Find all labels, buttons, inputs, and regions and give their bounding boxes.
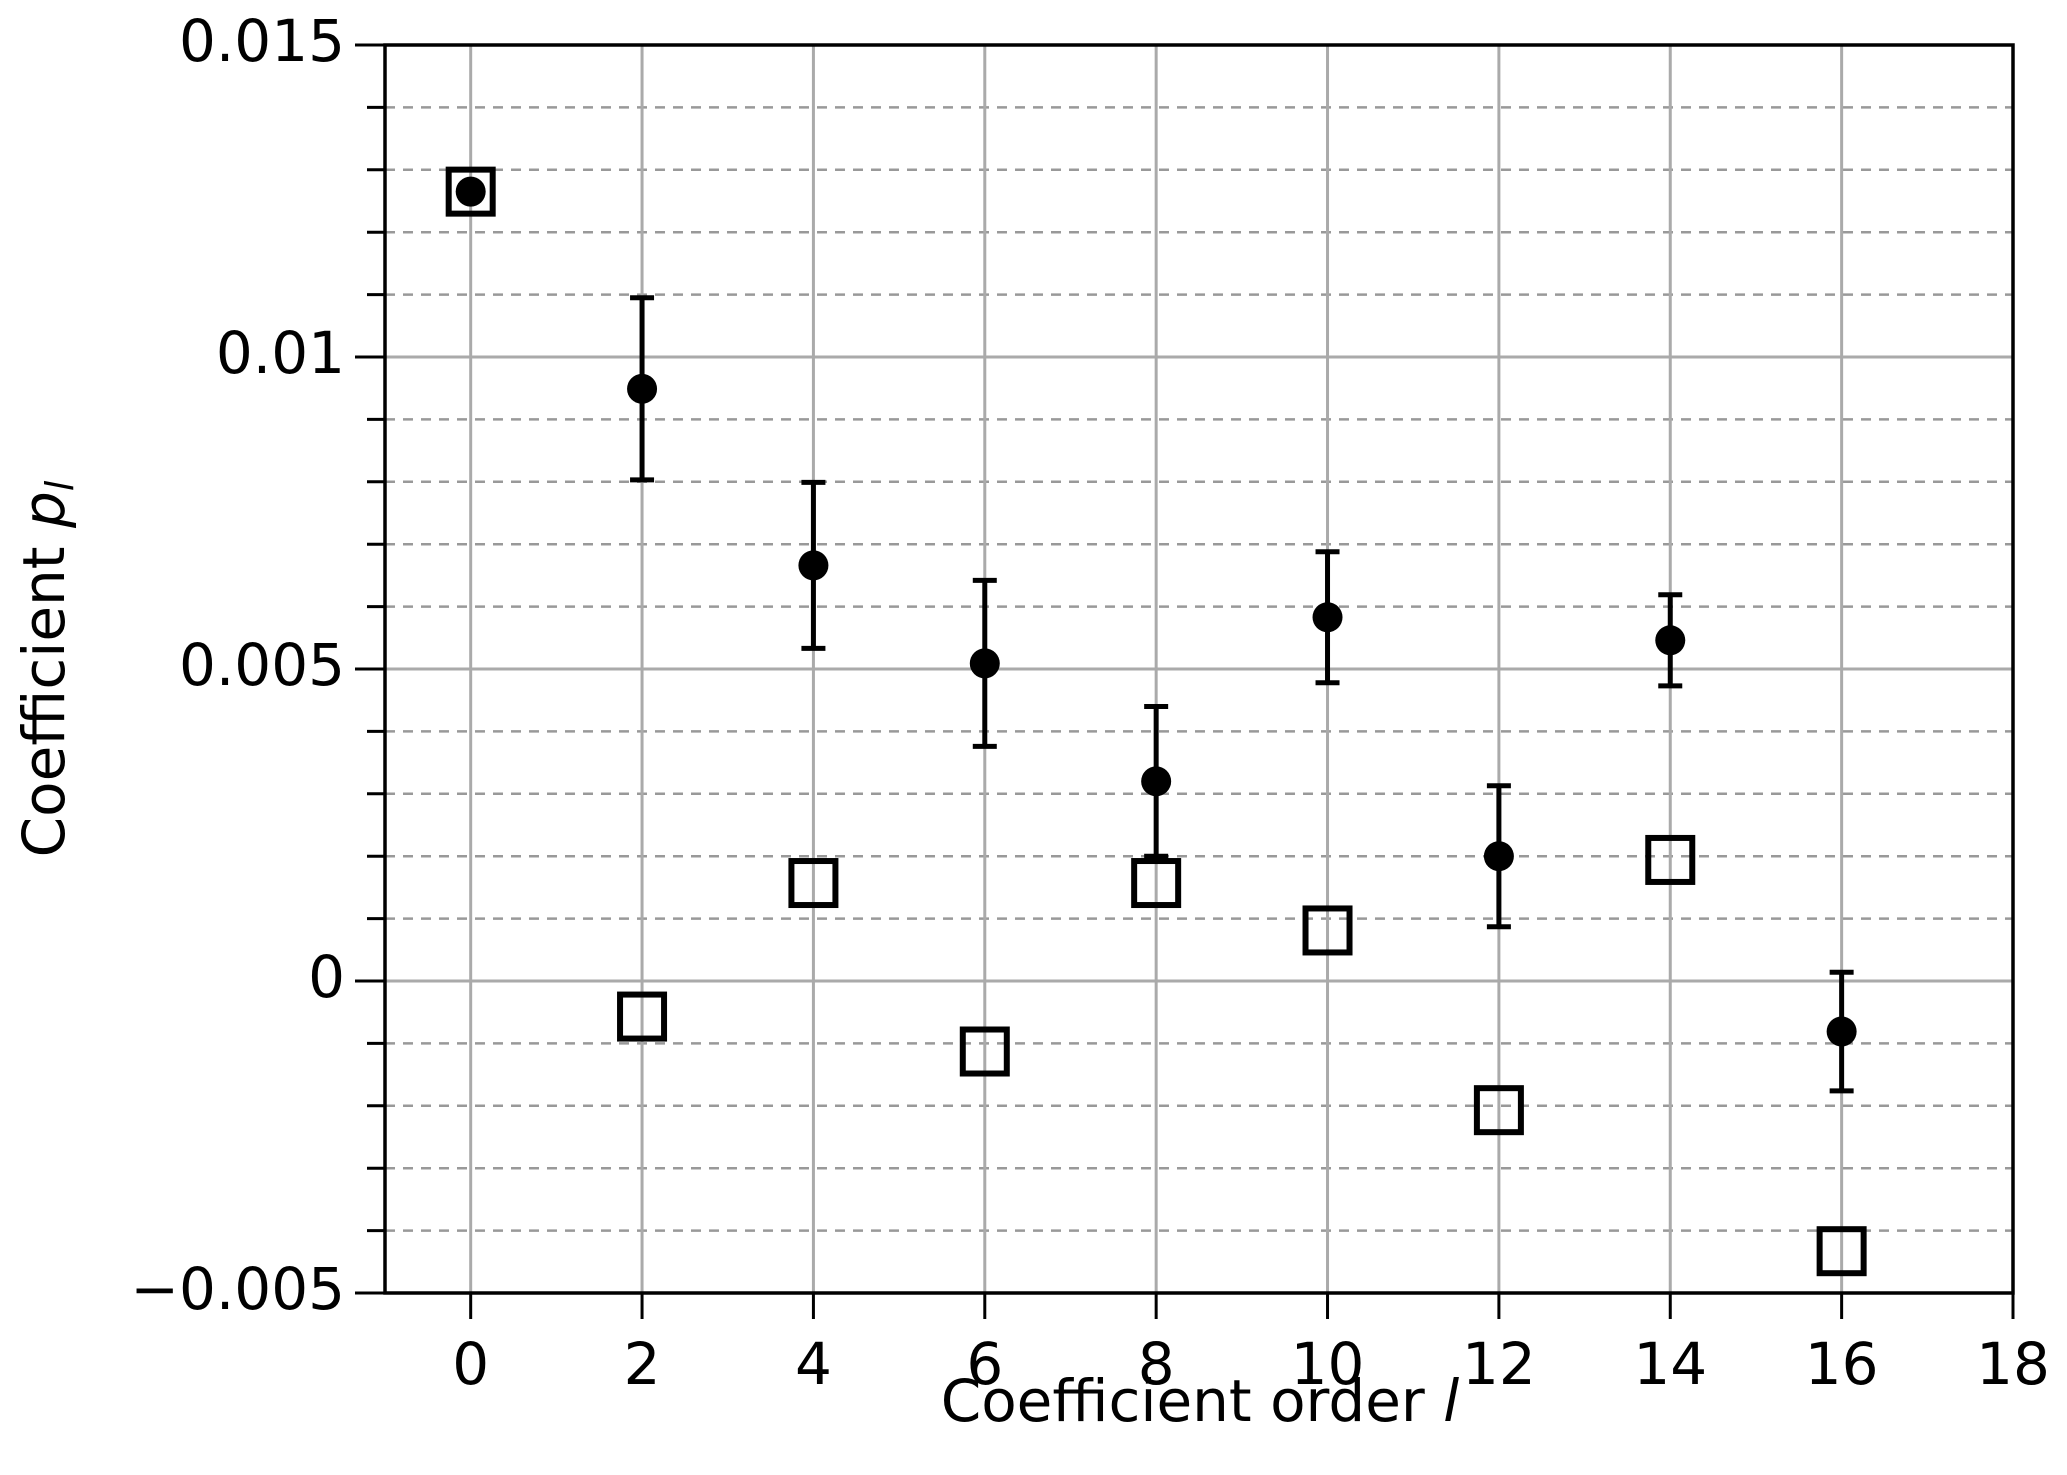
y-tick-label: 0.005 [179,631,345,699]
square-point [1645,834,1696,885]
square-point [1816,1226,1867,1277]
circle-point [1483,841,1514,872]
circle-point [455,176,486,207]
circle-point [1826,1016,1857,1047]
square-point [959,1026,1010,1077]
y-label-sub: l [38,480,82,491]
y-tick-label: 0.015 [179,7,345,75]
plot-frame [383,43,2015,1295]
x-tick-label: 4 [795,1330,832,1398]
square-point [445,166,496,217]
circle-point [969,648,1000,679]
square-point [788,858,839,909]
square-point [1473,1085,1524,1136]
x-tick-label: 8 [1138,1330,1175,1398]
circle-point [1655,625,1686,656]
circle-point [798,550,829,581]
y-axis-label: Coefficient pl [10,480,81,857]
x-label-var: l [1443,1367,1459,1435]
square-point [617,991,668,1042]
y-tick-label: 0.01 [216,319,345,387]
circle-point [1141,766,1172,797]
x-tick-label: 14 [1633,1330,1707,1398]
circle-point [1312,602,1343,633]
x-tick-label: 16 [1805,1330,1879,1398]
square-point [1131,858,1182,909]
x-axis-label: Coefficient order l [941,1367,1460,1435]
y-label-var: p [10,491,78,529]
x-label-text: Coefficient order [941,1367,1425,1435]
circle-point [627,373,658,404]
y-tick-label: 0 [308,943,345,1011]
x-tick-label: 6 [966,1330,1003,1398]
y-tick-label: −0.005 [130,1255,345,1323]
x-tick-label: 2 [624,1330,661,1398]
x-tick-label: 10 [1291,1330,1365,1398]
x-tick-label: 0 [452,1330,489,1398]
y-label-text: Coefficient [10,546,78,857]
x-tick-label: 18 [1976,1330,2050,1398]
square-point [1302,905,1353,956]
x-tick-label: 12 [1462,1330,1536,1398]
